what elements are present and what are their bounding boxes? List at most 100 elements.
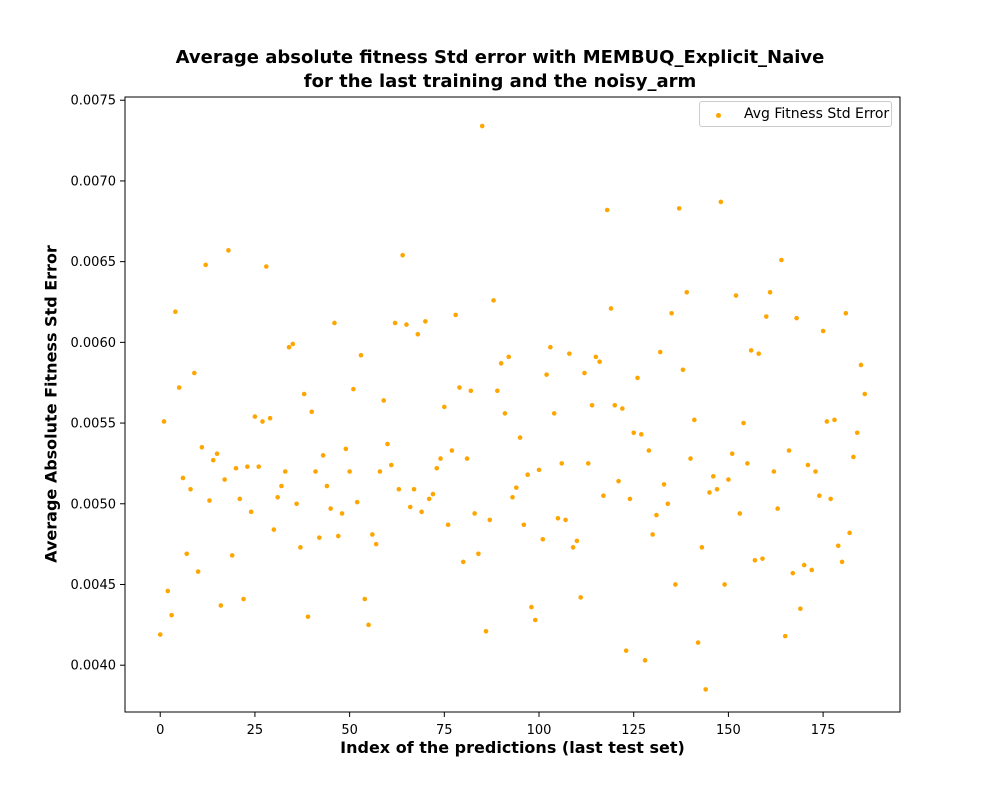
data-point (775, 506, 780, 511)
data-point (324, 483, 330, 489)
legend-label: Avg Fitness Std Error (744, 106, 890, 122)
data-point (347, 469, 352, 474)
data-point (805, 462, 811, 468)
data-point (495, 388, 500, 394)
data-point (737, 511, 743, 516)
data-point (525, 472, 530, 478)
data-point (847, 530, 852, 536)
data-point (305, 614, 311, 620)
data-point (298, 545, 303, 550)
data-point (548, 344, 553, 350)
data-point (400, 252, 405, 258)
y-tick-label: 0.0055 (71, 417, 117, 432)
data-point (794, 315, 799, 321)
data-point (275, 495, 280, 500)
chart-subtitle: for the last training and the noisy_arm (303, 71, 697, 92)
data-point (377, 469, 383, 474)
data-point (335, 533, 341, 539)
data-point (392, 320, 398, 326)
data-point (585, 461, 591, 466)
data-point (654, 512, 659, 518)
x-tick-label: 175 (811, 723, 836, 738)
data-point (570, 545, 576, 550)
data-point (222, 477, 227, 482)
data-point (366, 622, 371, 628)
data-point (233, 465, 239, 471)
data-point (536, 467, 542, 473)
data-point (237, 496, 243, 502)
data-point (529, 604, 534, 610)
data-point (169, 612, 174, 618)
data-point (862, 391, 868, 397)
data-point (339, 511, 345, 516)
data-point (483, 628, 489, 634)
data-point (745, 461, 750, 466)
data-point (521, 522, 527, 528)
data-point (695, 640, 701, 645)
data-point (756, 351, 762, 356)
data-point (362, 596, 368, 602)
data-point (623, 648, 629, 653)
data-point (601, 493, 606, 499)
data-point (165, 588, 171, 594)
data-point (597, 359, 602, 365)
data-point (460, 559, 466, 565)
plot-area (124, 96, 901, 713)
y-tick-label: 0.0060 (71, 336, 117, 351)
x-axis-ticks: 0 25 50 75 100 125 150 175 (156, 712, 836, 738)
data-point (703, 687, 708, 692)
data-point (676, 206, 682, 211)
y-tick-label: 0.0040 (71, 659, 117, 674)
data-point (616, 478, 621, 484)
data-point (722, 582, 727, 587)
data-point (828, 496, 833, 502)
data-point (551, 411, 557, 416)
data-point (801, 562, 807, 568)
data-point (824, 419, 830, 424)
data-point (692, 417, 697, 423)
x-tick-label: 125 (621, 723, 646, 738)
data-point (313, 469, 318, 474)
data-point (358, 352, 364, 358)
data-point (173, 309, 178, 314)
data-point (555, 516, 561, 521)
y-axis-ticks: 0.0040 0.0045 0.0050 0.0055 0.0060 0.0065 0.00… (71, 94, 125, 674)
data-point (767, 290, 773, 295)
data-point (290, 341, 296, 347)
data-point (472, 511, 477, 516)
data-point (669, 311, 674, 316)
data-point (661, 482, 667, 487)
y-tick-label: 0.0050 (71, 497, 117, 512)
data-point (411, 486, 417, 492)
y-tick-label: 0.0065 (71, 255, 117, 270)
data-point (453, 312, 458, 318)
data-point (192, 370, 197, 376)
data-point (578, 595, 583, 600)
data-point (317, 535, 322, 540)
data-point (786, 448, 792, 453)
data-point (813, 469, 818, 474)
data-point (763, 314, 769, 319)
data-point (328, 506, 333, 511)
scatter-points (157, 123, 868, 692)
data-point (835, 543, 841, 549)
data-point (851, 454, 856, 460)
data-point (286, 344, 292, 350)
data-point (423, 319, 428, 324)
data-point (726, 477, 731, 482)
data-point (457, 385, 462, 390)
data-point (839, 559, 845, 565)
data-point (396, 486, 402, 492)
data-point (199, 444, 205, 450)
x-tick-label: 25 (247, 723, 264, 738)
data-point (657, 349, 663, 355)
data-point (332, 320, 337, 326)
data-point (718, 199, 724, 205)
data-point (229, 553, 235, 558)
y-axis-label: Average Absolute Fitness Std Error (41, 245, 61, 563)
data-point (373, 541, 379, 547)
data-point (415, 331, 421, 337)
data-point (559, 461, 565, 466)
data-point (184, 551, 190, 557)
